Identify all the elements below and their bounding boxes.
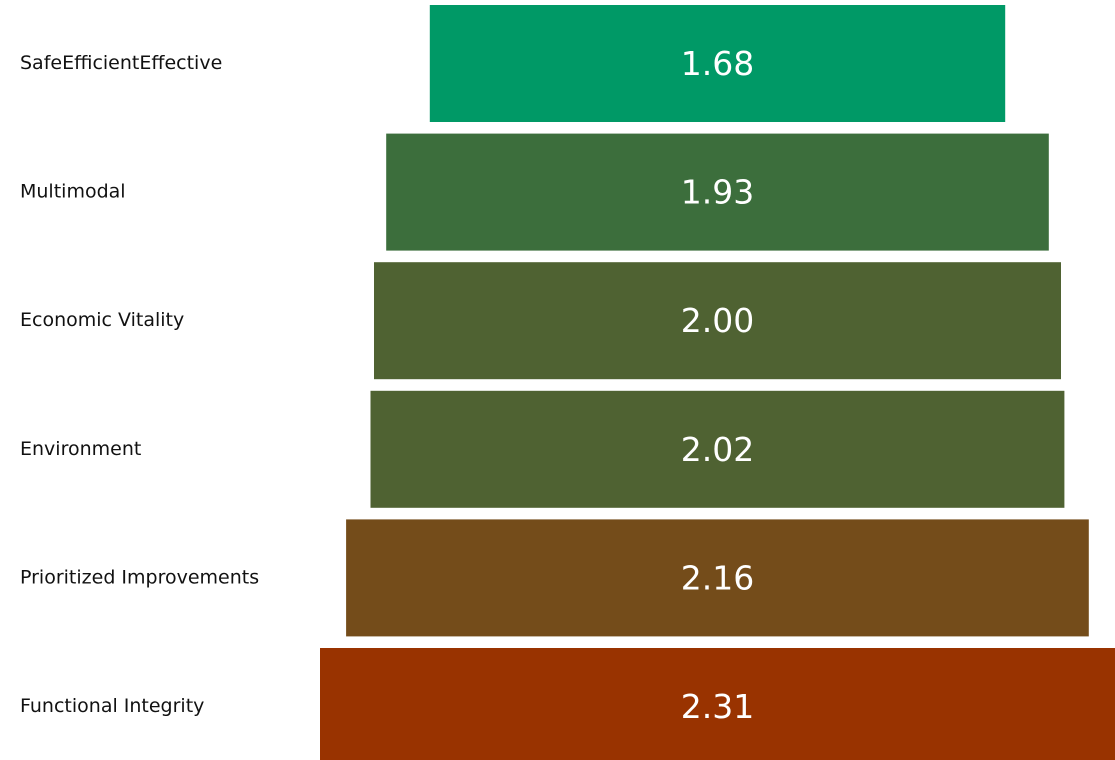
value-label-multimodal: 1.93	[681, 173, 754, 212]
category-label-prioritized-improvements: Prioritized Improvements	[20, 566, 259, 588]
value-label-functional-integrity: 2.31	[681, 687, 754, 726]
funnel-bar-environment	[370, 390, 1065, 508]
category-label-safeefficienteffective: SafeEfficientEffective	[20, 52, 222, 74]
value-label-safeefficienteffective: 1.68	[681, 44, 754, 83]
funnel-bar-prioritized-improvements	[346, 519, 1089, 637]
funnel-bar-functional-integrity	[320, 648, 1115, 760]
value-label-prioritized-improvements: 2.16	[681, 558, 754, 597]
category-labels: SafeEfficientEffective Multimodal Economic…	[20, 52, 259, 717]
category-label-environment: Environment	[20, 438, 141, 460]
category-label-economic-vitality: Economic Vitality	[20, 309, 184, 331]
bars-group	[320, 5, 1115, 760]
funnel-bar-multimodal	[386, 133, 1049, 251]
funnel-bar-economic-vitality	[374, 262, 1061, 380]
value-label-environment: 2.02	[681, 430, 754, 469]
funnel-bar-safeefficienteffective	[429, 5, 1006, 122]
category-label-multimodal: Multimodal	[20, 181, 126, 203]
value-label-economic-vitality: 2.00	[681, 301, 754, 340]
value-labels: 1.68 1.93 2.00 2.02 2.16 2.31	[681, 44, 754, 726]
category-label-functional-integrity: Functional Integrity	[20, 695, 204, 717]
